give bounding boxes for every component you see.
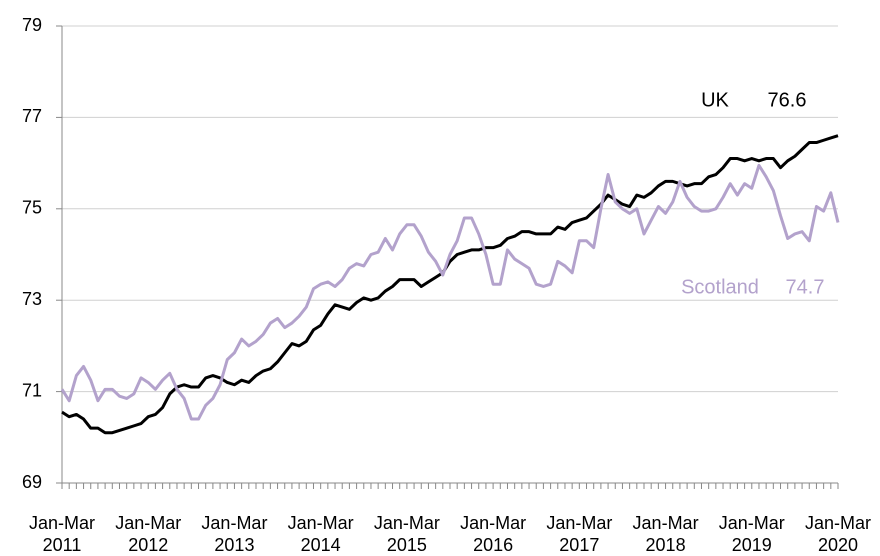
y-tick-label: 79 bbox=[22, 15, 42, 35]
x-tick-label: Jan-Mar 2014 bbox=[288, 513, 354, 551]
x-tick-label: Jan-Mar 2017 bbox=[546, 513, 612, 551]
x-tick-label: Jan-Mar 2012 bbox=[115, 513, 181, 551]
x-tick-label: Jan-Mar 2015 bbox=[374, 513, 440, 551]
x-tick-label: Jan-Mar 2019 bbox=[719, 513, 785, 551]
series-label: UK bbox=[701, 89, 729, 111]
series-line bbox=[61, 134, 839, 435]
end-value-label: 76.6 bbox=[768, 89, 807, 111]
y-tick-label: 77 bbox=[22, 106, 42, 126]
end-value-label: 74.7 bbox=[786, 276, 825, 298]
y-tick-label: 73 bbox=[22, 289, 42, 309]
x-tick-label: Jan-Mar 2016 bbox=[460, 513, 526, 551]
x-tick-label: Jan-Mar 2013 bbox=[201, 513, 267, 551]
y-tick-label: 71 bbox=[22, 380, 42, 400]
y-tick-label: 69 bbox=[22, 472, 42, 492]
series-line bbox=[60, 163, 840, 421]
x-tick-label: Jan-Mar 2020 bbox=[805, 513, 871, 551]
x-tick-label: Jan-Mar 2011 bbox=[29, 513, 95, 551]
x-tick-label: Jan-Mar 2018 bbox=[633, 513, 699, 551]
y-tick-label: 75 bbox=[22, 198, 42, 218]
series-label: Scotland bbox=[681, 276, 759, 298]
